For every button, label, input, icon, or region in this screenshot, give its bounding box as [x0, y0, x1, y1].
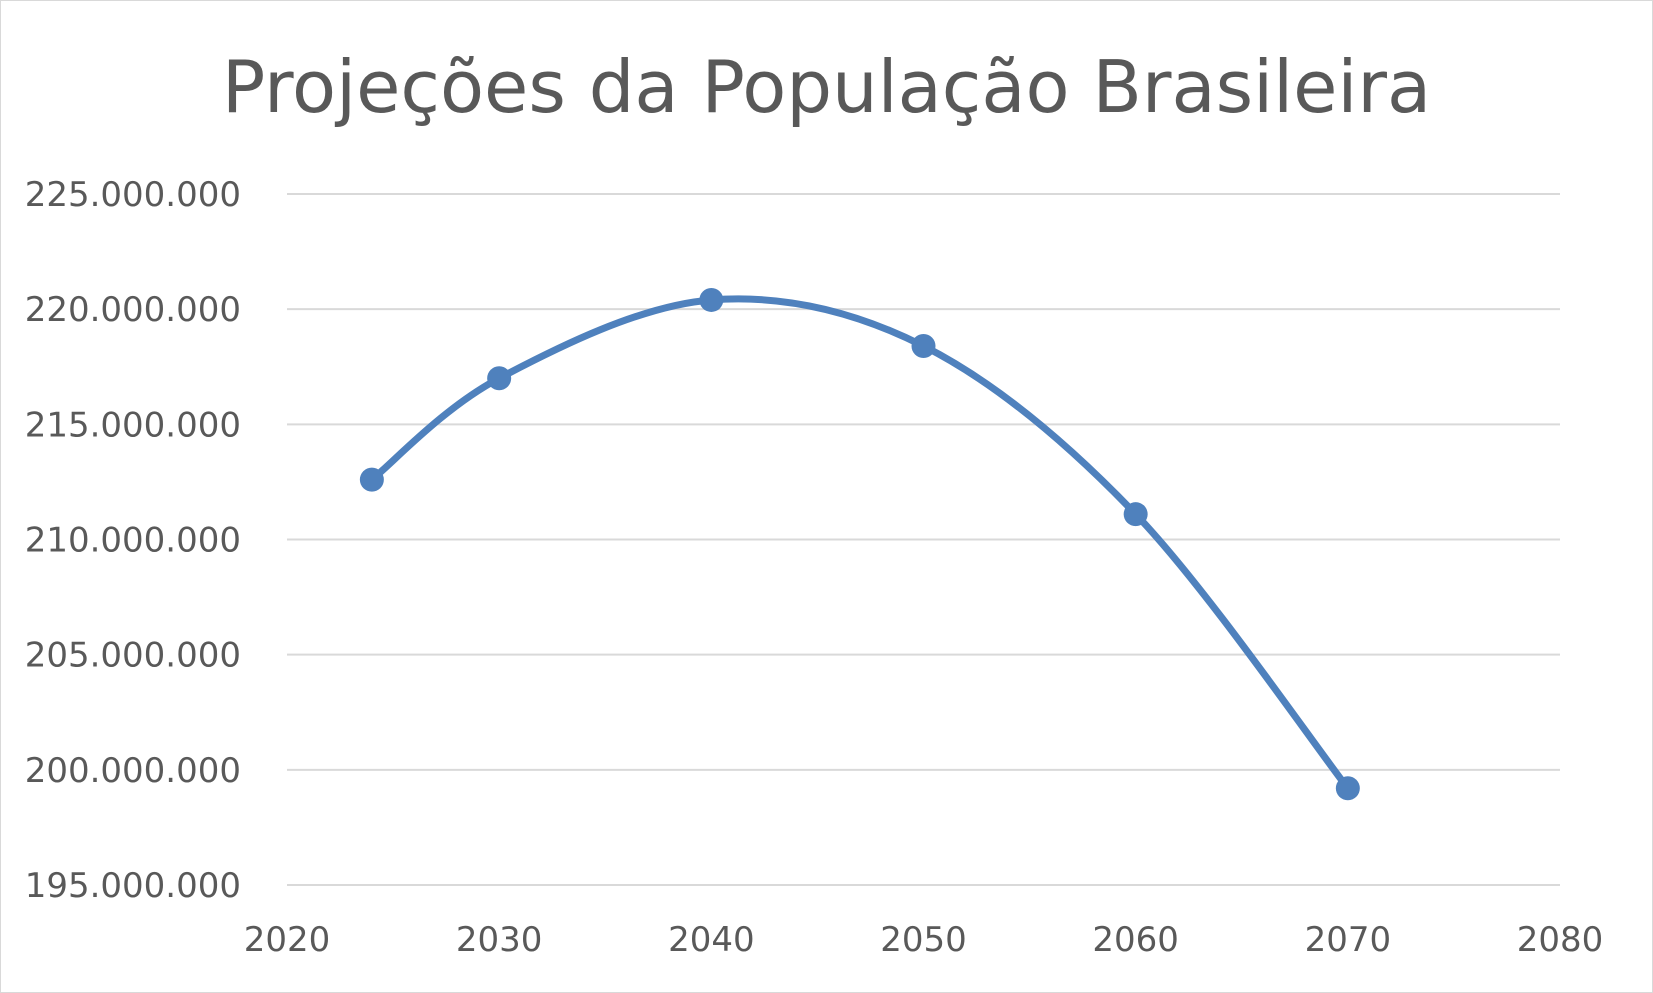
- y-axis-labels: 195.000.000 200.000.000 205.000.000 210.000…: [25, 175, 241, 906]
- x-tick-label: 2080: [1517, 920, 1604, 960]
- y-tick-label: 225.000.000: [25, 175, 241, 215]
- y-tick-label: 220.000.000: [25, 290, 241, 330]
- data-point: [1335, 776, 1360, 801]
- data-point: [487, 366, 512, 391]
- chart-title: Projeções da População Brasileira: [221, 45, 1432, 129]
- y-tick-label: 215.000.000: [25, 405, 241, 445]
- x-tick-label: 2060: [1092, 920, 1179, 960]
- data-point: [359, 467, 384, 492]
- data-point: [1123, 502, 1148, 527]
- y-tick-label: 200.000.000: [25, 751, 241, 791]
- series-layer: [359, 287, 1360, 801]
- y-tick-label: 195.000.000: [25, 866, 241, 906]
- x-tick-label: 2050: [880, 920, 967, 960]
- x-tick-label: 2020: [244, 920, 331, 960]
- grid-layer: [287, 193, 1560, 886]
- x-axis-labels: 2020 2030 2040 2050 2060 2070 2080: [244, 920, 1604, 960]
- x-tick-label: 2070: [1305, 920, 1392, 960]
- series-line: [368, 295, 1352, 792]
- data-point: [699, 287, 724, 312]
- x-tick-label: 2030: [456, 920, 543, 960]
- y-tick-label: 205.000.000: [25, 636, 241, 676]
- y-tick-label: 210.000.000: [25, 521, 241, 561]
- x-tick-label: 2040: [668, 920, 755, 960]
- data-point: [911, 334, 936, 359]
